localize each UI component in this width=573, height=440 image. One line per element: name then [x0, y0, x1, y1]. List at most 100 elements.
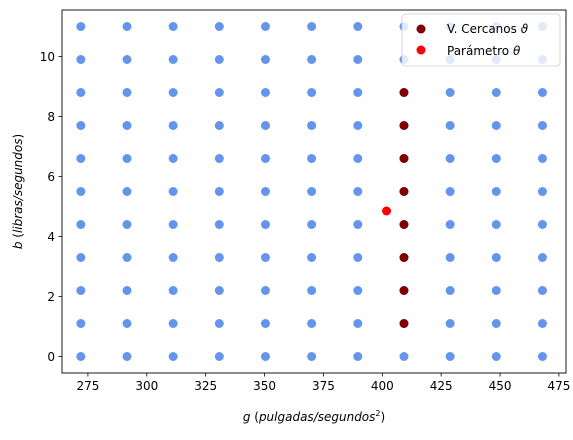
data-point-series-1	[399, 319, 409, 328]
y-tick-label: 0	[47, 350, 55, 364]
data-point-series-0	[76, 88, 86, 97]
data-point-series-0	[445, 286, 455, 295]
y-axis-label-close: )	[11, 134, 25, 139]
data-point-series-0	[353, 55, 363, 64]
data-point-series-0	[76, 352, 86, 361]
data-point-series-0	[214, 253, 224, 262]
data-point-series-1	[399, 121, 409, 130]
data-point-series-0	[122, 187, 132, 196]
data-point-series-0	[76, 253, 86, 262]
data-point-series-0	[168, 352, 178, 361]
data-point-series-0	[353, 319, 363, 328]
data-point-series-0	[260, 22, 270, 31]
x-axis-label: g (pulgadas/segundos2)	[243, 409, 385, 424]
data-point-series-0	[214, 55, 224, 64]
data-point-series-0	[537, 253, 547, 262]
data-point-series-0	[445, 154, 455, 163]
data-point-series-0	[76, 187, 86, 196]
data-point-series-0	[122, 55, 132, 64]
data-point-series-0	[445, 253, 455, 262]
data-point-series-0	[214, 121, 224, 130]
data-point-series-0	[260, 253, 270, 262]
points-layer	[76, 22, 547, 361]
data-point-series-0	[537, 187, 547, 196]
data-point-series-0	[122, 88, 132, 97]
data-point-series-0	[122, 319, 132, 328]
data-point-series-0	[491, 220, 501, 229]
data-point-series-0	[168, 220, 178, 229]
data-point-series-0	[445, 88, 455, 97]
data-point-series-0	[445, 220, 455, 229]
data-point-series-0	[168, 253, 178, 262]
data-point-series-0	[445, 187, 455, 196]
x-axis-label-symbol: g	[243, 410, 251, 424]
x-tick-label: 325	[194, 379, 217, 393]
data-point-series-0	[537, 319, 547, 328]
legend-marker-parametro	[416, 45, 426, 55]
data-point-series-0	[260, 187, 270, 196]
data-point-series-0	[353, 121, 363, 130]
data-point-series-0	[307, 187, 317, 196]
data-point-series-1	[399, 154, 409, 163]
y-tick-label: 4	[47, 230, 55, 244]
data-point-series-0	[307, 22, 317, 31]
data-point-series-2	[382, 206, 392, 216]
legend-label-parametro: Parámetro θ	[447, 44, 521, 58]
data-point-series-0	[76, 220, 86, 229]
data-point-series-1	[399, 88, 409, 97]
data-point-series-1	[399, 220, 409, 229]
data-point-series-0	[168, 154, 178, 163]
data-point-series-0	[214, 220, 224, 229]
data-point-series-0	[445, 121, 455, 130]
x-tick-label: 375	[312, 379, 335, 393]
y-axis-label: b (libras/segundos)	[11, 134, 25, 249]
data-point-series-0	[260, 55, 270, 64]
data-point-series-0	[537, 220, 547, 229]
data-point-series-0	[491, 253, 501, 262]
data-point-series-0	[76, 22, 86, 31]
data-point-series-0	[491, 187, 501, 196]
data-point-series-0	[307, 352, 317, 361]
legend: V. Cercanos ϑ Parámetro θ	[401, 13, 561, 67]
data-point-series-0	[260, 286, 270, 295]
data-point-series-0	[307, 121, 317, 130]
data-point-series-0	[214, 286, 224, 295]
data-point-series-0	[307, 319, 317, 328]
data-point-series-1	[399, 253, 409, 262]
x-tick-label: 300	[135, 379, 158, 393]
data-point-series-0	[260, 154, 270, 163]
y-axis-label-symbol: b	[11, 241, 25, 249]
legend-label-v-cercanos-text: V. Cercanos	[447, 22, 521, 36]
legend-marker-v-cercanos	[416, 24, 426, 34]
y-axis-ticks: 0 2 4 6 8 10	[40, 50, 62, 364]
data-point-series-0	[76, 121, 86, 130]
data-point-series-0	[168, 22, 178, 31]
y-tick-label: 8	[47, 110, 55, 124]
data-point-series-0	[76, 154, 86, 163]
data-point-series-0	[353, 154, 363, 163]
data-point-series-0	[122, 220, 132, 229]
data-point-series-0	[214, 352, 224, 361]
data-point-series-0	[168, 121, 178, 130]
x-axis-label-open: (	[250, 410, 259, 424]
data-point-series-0	[260, 121, 270, 130]
data-point-series-0	[537, 154, 547, 163]
data-point-series-0	[307, 286, 317, 295]
y-tick-label: 2	[47, 290, 55, 304]
y-axis-label-unit: libras/segundos	[11, 139, 25, 234]
x-tick-label: 400	[371, 379, 394, 393]
data-point-series-0	[537, 88, 547, 97]
data-point-series-0	[260, 88, 270, 97]
legend-label-parametro-symbol: θ	[513, 44, 521, 58]
data-point-series-0	[122, 352, 132, 361]
data-point-series-0	[445, 352, 455, 361]
data-point-series-0	[76, 319, 86, 328]
data-point-series-0	[168, 286, 178, 295]
data-point-series-0	[214, 319, 224, 328]
data-point-series-0	[122, 154, 132, 163]
data-point-series-0	[168, 88, 178, 97]
legend-label-v-cercanos: V. Cercanos ϑ	[447, 22, 529, 36]
x-tick-label: 475	[547, 379, 570, 393]
